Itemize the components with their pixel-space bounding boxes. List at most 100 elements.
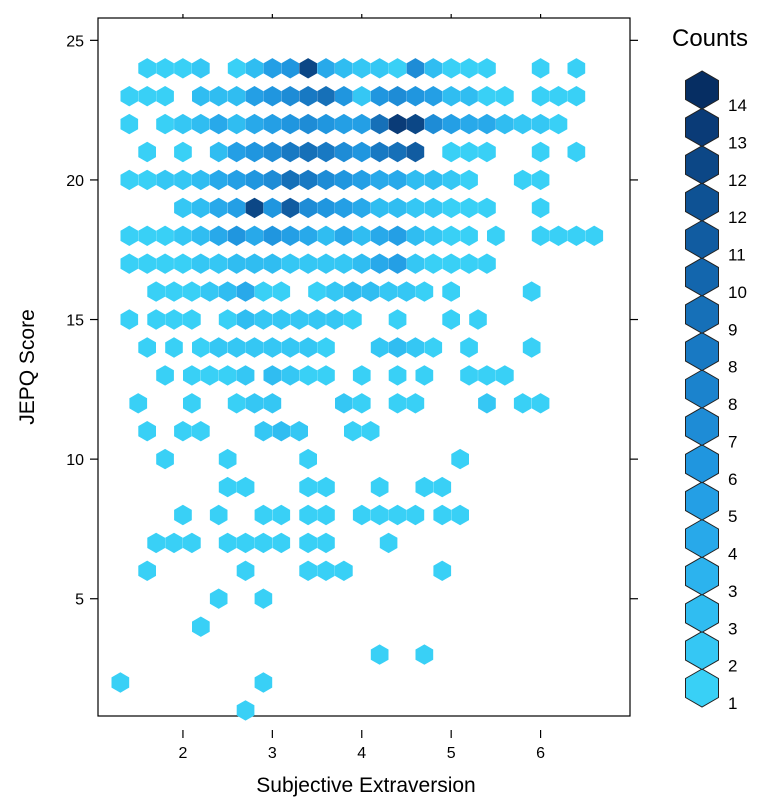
hex-cell bbox=[370, 504, 389, 526]
hex-cell bbox=[299, 253, 317, 274]
legend-swatch bbox=[685, 481, 719, 521]
hexbin-cells bbox=[111, 58, 604, 721]
hex-cell bbox=[522, 337, 541, 358]
hex-cell bbox=[281, 169, 300, 191]
hex-cell bbox=[120, 113, 139, 135]
hex-cell bbox=[388, 169, 407, 191]
y-tick-label: 10 bbox=[66, 452, 84, 469]
hex-cell bbox=[227, 337, 246, 358]
hex-cell bbox=[254, 421, 273, 442]
hex-cell bbox=[192, 197, 210, 219]
hex-cell bbox=[406, 58, 425, 79]
hex-cell bbox=[317, 560, 335, 581]
hex-cell bbox=[174, 421, 192, 442]
hex-cell bbox=[263, 113, 282, 135]
hex-cell bbox=[156, 169, 174, 191]
hex-cell bbox=[218, 532, 237, 554]
hex-cell bbox=[299, 448, 317, 470]
hex-cell bbox=[531, 58, 550, 79]
hex-cell bbox=[227, 141, 246, 163]
hex-cell bbox=[496, 113, 514, 135]
hex-cell bbox=[424, 169, 443, 191]
hex-cell bbox=[460, 141, 478, 163]
hex-cell bbox=[263, 337, 282, 358]
hex-cell bbox=[138, 225, 156, 246]
hex-cell bbox=[209, 588, 228, 609]
hex-cell bbox=[209, 225, 228, 246]
hex-cell bbox=[209, 141, 228, 163]
hex-cell bbox=[478, 197, 496, 219]
hex-cell bbox=[299, 141, 317, 163]
hex-cell bbox=[192, 58, 210, 79]
hex-cell bbox=[335, 86, 353, 107]
legend-label: 14 bbox=[728, 96, 747, 115]
hex-cell bbox=[308, 281, 326, 302]
hex-cell bbox=[460, 86, 478, 107]
hex-cell bbox=[451, 448, 469, 470]
hex-cell bbox=[335, 169, 353, 191]
hex-cell bbox=[370, 113, 389, 135]
hex-cell bbox=[192, 337, 210, 358]
hex-cell bbox=[272, 532, 291, 554]
hex-cell bbox=[236, 365, 255, 386]
hex-cell bbox=[200, 281, 219, 302]
hex-cell bbox=[174, 113, 192, 135]
hex-cell bbox=[281, 365, 300, 386]
legend-label: 8 bbox=[728, 395, 737, 414]
hex-cell bbox=[424, 58, 443, 79]
hex-cell bbox=[299, 365, 317, 386]
hex-cell bbox=[460, 197, 478, 219]
hex-cell bbox=[147, 281, 165, 302]
hex-cell bbox=[183, 365, 201, 386]
legend-label: 3 bbox=[728, 582, 737, 601]
hex-cell bbox=[326, 309, 344, 330]
hex-cell bbox=[388, 504, 407, 526]
legend-label: 11 bbox=[728, 246, 746, 265]
hex-cell bbox=[317, 253, 335, 274]
hex-cell bbox=[156, 113, 174, 135]
hex-cell bbox=[263, 169, 282, 191]
hex-cell bbox=[406, 337, 425, 358]
legend-swatch bbox=[685, 70, 719, 110]
hex-cell bbox=[263, 253, 282, 274]
hex-cell bbox=[165, 337, 183, 358]
hex-cell bbox=[335, 253, 353, 274]
hex-cell bbox=[335, 113, 353, 135]
legend-swatch bbox=[685, 332, 719, 372]
hex-cell bbox=[209, 113, 228, 135]
hex-cell bbox=[352, 169, 371, 191]
hex-cell bbox=[442, 225, 460, 246]
x-tick-label: 3 bbox=[268, 745, 277, 762]
hex-cell bbox=[424, 197, 443, 219]
hex-cell bbox=[335, 58, 353, 79]
legend-label: 3 bbox=[728, 619, 737, 638]
hex-cell bbox=[263, 58, 282, 79]
x-tick-label: 4 bbox=[357, 745, 366, 762]
hex-cell bbox=[424, 225, 443, 246]
hex-cell bbox=[352, 113, 371, 135]
hex-cell bbox=[254, 281, 273, 302]
hex-cell bbox=[183, 309, 201, 330]
hex-cell bbox=[174, 58, 192, 79]
hex-cell bbox=[183, 532, 201, 554]
hex-cell bbox=[174, 197, 192, 219]
hex-cell bbox=[138, 560, 156, 581]
hex-cell bbox=[263, 225, 282, 246]
hex-cell bbox=[370, 337, 389, 358]
hex-cell bbox=[299, 225, 317, 246]
hex-cell bbox=[451, 504, 469, 526]
hex-cell bbox=[522, 281, 541, 302]
legend-label: 12 bbox=[728, 171, 747, 190]
hex-cell bbox=[388, 225, 407, 246]
hex-cell bbox=[192, 113, 210, 135]
y-tick-label: 15 bbox=[66, 313, 84, 330]
hex-cell bbox=[531, 225, 550, 246]
hex-cell bbox=[352, 253, 371, 274]
hex-cell bbox=[487, 225, 505, 246]
hex-cell bbox=[209, 86, 228, 107]
hex-cell bbox=[352, 86, 371, 107]
hex-cell bbox=[218, 365, 237, 386]
legend-label: 6 bbox=[728, 470, 737, 489]
hex-cell bbox=[120, 225, 139, 246]
